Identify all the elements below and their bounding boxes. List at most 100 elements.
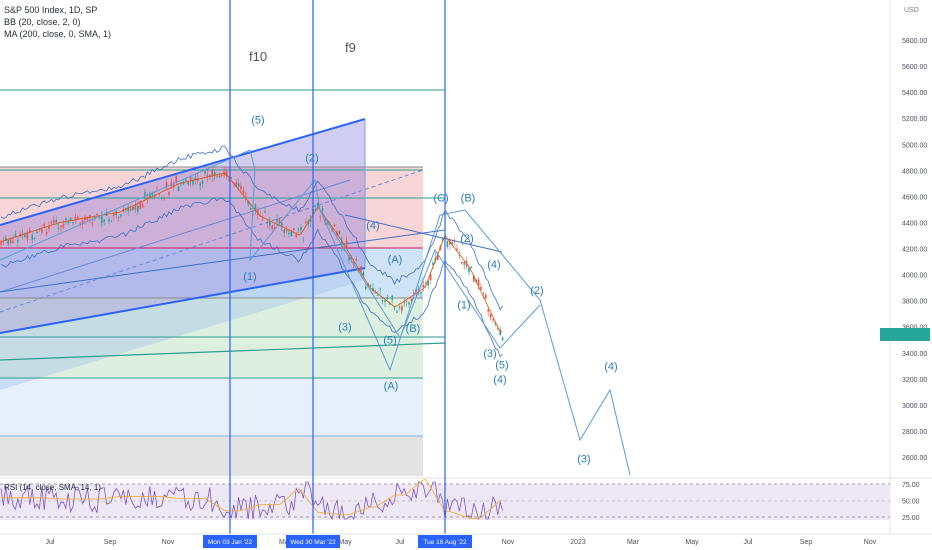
candle-body <box>420 292 422 294</box>
candle-body <box>211 169 213 177</box>
symbol-title[interactable]: S&P 500 Index, 1D, SP <box>4 5 98 15</box>
candle-body <box>297 228 300 230</box>
candle-body <box>218 175 221 177</box>
candle-body <box>485 294 487 299</box>
candle-body <box>326 222 329 225</box>
price-axis[interactable]: USD 5800.00 5600.00 5400.00 5200.00 5000.00 48… <box>889 0 927 534</box>
candle-body <box>103 219 105 222</box>
time-axis[interactable]: Jul Sep Nov Mar May Jul Nov 2023 Mar May Jul Sep Nov… <box>0 533 932 548</box>
candle-body <box>240 185 242 190</box>
candle-body <box>305 221 307 224</box>
price-tick: 5800.00 <box>902 38 927 45</box>
candle-body <box>74 217 77 220</box>
candle-body <box>492 319 494 321</box>
candle-body <box>417 288 420 292</box>
zone-lightblue <box>0 378 423 436</box>
candle-body <box>175 175 177 182</box>
candle-body <box>98 217 101 219</box>
candle-body <box>295 234 297 238</box>
time-tick: Mar <box>627 539 640 546</box>
price-tick: 4600.00 <box>902 194 927 201</box>
time-tick: Sep <box>104 539 117 546</box>
candle-body <box>463 261 465 265</box>
chart-legend: S&P 500 Index, 1D, SP BB (20, close, 2, … <box>4 4 111 40</box>
date-marker-box <box>418 535 472 548</box>
candle-body <box>288 232 290 235</box>
candle-body <box>9 238 12 243</box>
candle-body <box>249 208 252 210</box>
candle-body <box>261 218 264 220</box>
price-tick: 3400.00 <box>902 351 927 358</box>
candle-body <box>429 274 432 281</box>
candle-body <box>300 227 302 230</box>
candle-body <box>489 313 492 318</box>
candle-body <box>362 272 365 276</box>
candle-body <box>55 219 57 223</box>
candle-body <box>446 240 449 247</box>
price-tick: 2600.00 <box>902 455 927 462</box>
candle-body <box>480 286 482 290</box>
indicator-ma[interactable]: MA (200, close, 0, SMA, 1) <box>4 29 112 39</box>
candle-body <box>57 228 60 230</box>
candle-body <box>333 224 336 226</box>
candle-body <box>228 179 230 181</box>
wave-label: (1) <box>457 300 470 312</box>
candle-body <box>86 217 89 220</box>
candle-body <box>192 180 194 185</box>
candle-body <box>53 220 55 223</box>
candle-body <box>237 183 240 187</box>
time-tick: 2023 <box>570 539 586 546</box>
candle-body <box>441 238 444 241</box>
wave-label: (B) <box>461 193 476 205</box>
candle-body <box>108 219 110 222</box>
wave-labels: (5)(2)(C) (B)(4)(2)(A) (4)(1)(2)(1)(B)(3)(… <box>243 114 617 465</box>
candle-body <box>91 223 93 225</box>
price-tick: 5200.00 <box>902 116 927 123</box>
candle-body <box>12 240 14 243</box>
candle-body <box>117 216 120 218</box>
price-axis-currency: USD <box>904 7 919 14</box>
candle-body <box>386 297 389 300</box>
price-tick: 3000.00 <box>902 403 927 410</box>
candle-body <box>369 285 372 287</box>
candle-body <box>199 183 201 186</box>
candle-body <box>309 219 312 222</box>
candle-body <box>17 240 19 243</box>
candle-body <box>197 178 199 181</box>
candle-body <box>129 208 132 211</box>
candle-body <box>31 235 33 240</box>
candle-body <box>65 218 67 221</box>
candle-body <box>216 176 218 178</box>
indicator-bb[interactable]: BB (20, close, 2, 0) <box>4 17 81 27</box>
wave-label: (4) <box>604 361 617 373</box>
candle-body <box>204 171 206 174</box>
candle-body <box>144 191 146 197</box>
rsi-ma-line <box>1 479 503 519</box>
fib-levels <box>0 89 445 437</box>
wave-label: (4) <box>366 220 379 232</box>
candle-body <box>276 218 278 222</box>
wave-label: (B) <box>406 323 421 335</box>
candle-body <box>62 224 65 228</box>
candle-body <box>120 214 122 217</box>
candle-body <box>396 311 398 313</box>
candle-body <box>48 226 50 229</box>
price-tick: 4000.00 <box>902 273 927 280</box>
candle-body <box>398 306 401 308</box>
candle-body <box>501 337 504 340</box>
time-tick: May <box>338 539 352 546</box>
date-marker-label: Wed 30 Mar '22 <box>290 539 336 546</box>
candle-body <box>110 221 113 222</box>
indicator-rsi[interactable]: RSI (14, close, SMA, 14, 1) <box>4 483 101 492</box>
candle-body <box>125 207 127 209</box>
candle-body <box>247 200 249 205</box>
time-tick: Nov <box>162 539 175 546</box>
wave-label: (A) <box>384 380 399 392</box>
rsi-tick: 75.00 <box>902 482 920 489</box>
candle-body <box>242 190 245 194</box>
candle-body <box>278 218 281 224</box>
candle-body <box>134 204 137 210</box>
candle-body <box>470 266 473 269</box>
candle-body <box>163 198 165 200</box>
